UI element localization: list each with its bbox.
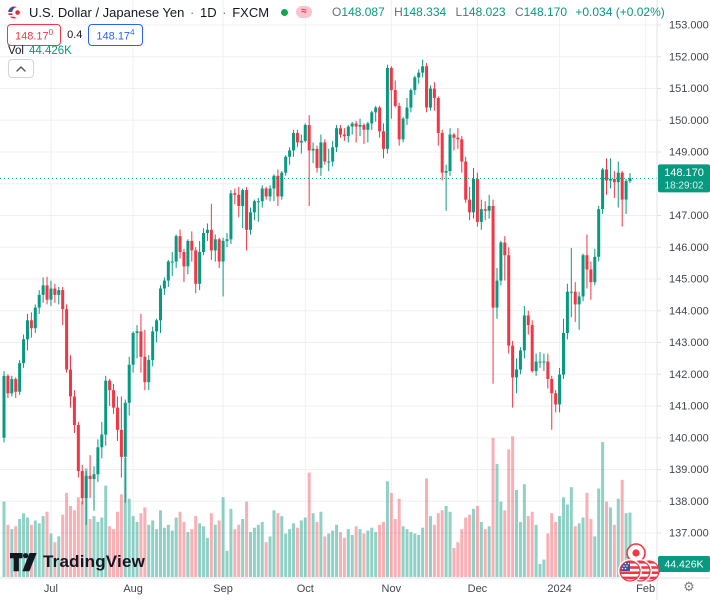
svg-text:138.000: 138.000 — [669, 496, 709, 508]
svg-text:140.000: 140.000 — [669, 432, 709, 444]
svg-text:2024: 2024 — [547, 583, 571, 595]
interval-label: 1D — [199, 4, 217, 20]
svg-text:Nov: Nov — [382, 583, 402, 595]
time-axis-labels[interactable]: Jul Aug Sep Oct Nov Dec 2024 Feb — [44, 583, 655, 595]
ask-pip-digit: 4 — [130, 28, 135, 37]
volume-bars — [2, 436, 632, 577]
svg-text:150.000: 150.000 — [669, 115, 709, 127]
symbol-title: U.S. Dollar / Japanese Yen — [29, 4, 185, 20]
separator-dot: · — [190, 4, 195, 20]
bid-pip-digit: 0 — [48, 28, 54, 37]
spread-value: 0.4 — [67, 28, 83, 41]
svg-text:141.000: 141.000 — [669, 401, 709, 413]
svg-text:Sep: Sep — [213, 583, 233, 595]
gridlines — [0, 0, 661, 578]
svg-text:153.000: 153.000 — [669, 20, 709, 32]
last-price-badge: 148.170 18:29:02 — [658, 164, 710, 193]
chevron-up-icon — [16, 65, 26, 72]
svg-text:149.000: 149.000 — [669, 147, 709, 159]
svg-text:146.000: 146.000 — [669, 242, 709, 254]
svg-text:144.000: 144.000 — [669, 305, 709, 317]
svg-text:139.000: 139.000 — [669, 464, 709, 476]
svg-text:148.170: 148.170 — [664, 167, 704, 179]
close-label: C — [514, 5, 524, 19]
price-axis-labels[interactable]: 153.000152.000151.000150.000149.000148.0… — [669, 20, 709, 540]
settings-gear-icon[interactable]: ⚙ — [683, 579, 695, 594]
pair-flag-icon — [8, 5, 24, 20]
collapse-legend-button[interactable] — [8, 59, 34, 78]
svg-text:147.000: 147.000 — [669, 210, 709, 222]
us-event-flags-icon[interactable] — [612, 558, 660, 589]
volume-value: 44.426K — [29, 45, 72, 57]
svg-text:152.000: 152.000 — [669, 51, 709, 63]
high-label: H — [394, 5, 403, 19]
svg-text:Aug: Aug — [123, 583, 143, 595]
volume-label: Vol — [8, 45, 24, 57]
svg-text:145.000: 145.000 — [669, 274, 709, 286]
symbol-title-button[interactable]: U.S. Dollar / Japanese Yen · 1D · FXCM — [29, 5, 269, 20]
svg-text:143.000: 143.000 — [669, 337, 709, 349]
market-open-status-icon[interactable] — [281, 8, 289, 16]
svg-text:Jul: Jul — [44, 583, 58, 595]
sell-bid-button[interactable]: 148.170 — [7, 24, 62, 46]
tradingview-mark-icon — [10, 552, 37, 571]
buy-ask-button[interactable]: 148.174 — [88, 24, 143, 46]
svg-text:Dec: Dec — [468, 583, 488, 595]
close-value: 148.170 — [523, 5, 568, 19]
symbol-header: U.S. Dollar / Japanese Yen · 1D · FXCM ≈… — [8, 3, 665, 21]
low-label: L — [455, 5, 463, 19]
high-value: 148.334 — [402, 5, 447, 19]
svg-text:151.000: 151.000 — [669, 83, 709, 95]
open-value: 148.087 — [341, 5, 385, 19]
volume-legend: Vol 44.426K — [8, 45, 72, 57]
tradingview-logo[interactable]: TradingView — [10, 552, 145, 572]
svg-text:44.426K: 44.426K — [664, 559, 703, 571]
open-label: O — [332, 5, 342, 19]
svg-text:Oct: Oct — [297, 583, 314, 595]
data-notice-icon[interactable]: ≈ — [296, 6, 313, 18]
exchange-label: FXCM — [232, 4, 270, 20]
bid-ask-row: 148.170 0.4 148.174 — [7, 24, 143, 46]
volume-axis-badge: 44.426K — [658, 556, 710, 572]
change-value: +0.034 (+0.02%) — [575, 5, 665, 19]
candlesticks — [2, 59, 632, 526]
svg-text:Feb: Feb — [636, 583, 655, 595]
separator-dot: · — [222, 4, 227, 20]
low-value: 148.023 — [462, 5, 506, 19]
svg-text:142.000: 142.000 — [669, 369, 709, 381]
svg-text:18:29:02: 18:29:02 — [665, 180, 704, 191]
svg-text:137.000: 137.000 — [669, 528, 709, 540]
ohlc-readout: O148.087 H148.334 L148.023 C148.170 +0.0… — [326, 5, 665, 19]
tradingview-wordmark: TradingView — [43, 552, 146, 571]
